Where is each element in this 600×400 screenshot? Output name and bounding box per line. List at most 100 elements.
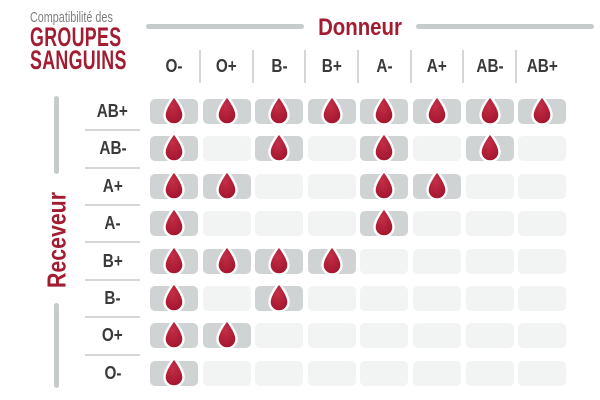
blood-drop-icon [215, 94, 238, 126]
receiver-row-header-label: O- [104, 362, 121, 383]
blood-drop-icon [163, 132, 185, 164]
cell-receiver-o+-donor-b- [255, 323, 304, 349]
cell-receiver-o--donor-a+ [412, 360, 461, 386]
cell-receiver-ab--donor-ab- [465, 132, 514, 164]
cell-receiver-a--donor-b+ [307, 211, 356, 237]
blood-drop-icon [163, 94, 185, 126]
blood-drop-icon [163, 244, 185, 276]
cell-receiver-ab+-donor-a- [360, 94, 409, 126]
cell-receiver-a+-donor-a+ [412, 169, 461, 201]
compatibility-grid [150, 94, 567, 388]
cell-receiver-o+-donor-o- [150, 319, 198, 351]
donor-rule-right [416, 24, 594, 29]
cell-receiver-o+-donor-a- [360, 323, 409, 349]
cell-receiver-ab--donor-b- [255, 132, 304, 164]
receiver-row-header-b+: B+ [85, 249, 140, 281]
cell-receiver-ab+-donor-b- [255, 94, 304, 126]
cell-receiver-a--donor-o- [150, 206, 198, 238]
donor-column-header-label: O+ [216, 56, 238, 76]
donor-column-header-label: A+ [426, 56, 447, 76]
cell-receiver-ab--donor-o- [150, 132, 198, 164]
receiver-row-header-ab-: AB- [85, 136, 140, 169]
receiver-row-headers: AB+ AB- A+ A- B+ B- O+ O- [85, 99, 140, 386]
blood-drop-icon [268, 94, 290, 126]
cell-receiver-a+-donor-ab+ [518, 173, 567, 199]
cell-receiver-ab+-donor-b+ [307, 94, 356, 126]
cell-receiver-o+-donor-ab+ [518, 323, 567, 349]
cell-receiver-a--donor-b- [255, 211, 304, 237]
cell-receiver-b+-donor-o+ [202, 244, 251, 276]
cell-receiver-o+-donor-ab- [465, 323, 514, 349]
donor-column-headers: O- O+ B- B+ A- A+ AB- AB+ [150, 50, 566, 83]
blood-drop-icon [163, 169, 185, 201]
cell-receiver-ab--donor-b+ [307, 136, 356, 162]
cell-receiver-o+-donor-a+ [412, 323, 461, 349]
cell-receiver-b+-donor-b- [255, 244, 304, 276]
cell-receiver-ab+-donor-a+ [412, 94, 461, 126]
cell-receiver-a+-donor-a- [360, 169, 409, 201]
cell-receiver-ab--donor-a+ [412, 136, 461, 162]
donor-column-header-label: O- [165, 56, 183, 76]
cell-receiver-a--donor-ab+ [518, 211, 567, 237]
cell-receiver-b+-donor-o- [150, 244, 198, 276]
receiver-row-header-o+: O+ [85, 323, 140, 356]
title-line-groupes: GROUPES [30, 22, 122, 52]
blood-drop-icon [321, 94, 343, 126]
blood-drop-icon [373, 132, 396, 164]
receiver-row-header-label: B+ [102, 250, 123, 271]
receiver-row-header-label: AB+ [96, 101, 129, 121]
cell-receiver-ab--donor-ab+ [518, 136, 567, 162]
blood-drop-icon [426, 94, 448, 126]
blood-drop-icon [268, 132, 290, 164]
cell-receiver-b+-donor-b+ [307, 244, 356, 276]
cell-receiver-o--donor-b+ [307, 360, 356, 386]
cell-receiver-o--donor-ab+ [518, 360, 567, 386]
donor-column-header-label: AB+ [526, 56, 558, 76]
cell-receiver-a--donor-a+ [412, 211, 461, 237]
cell-receiver-b--donor-a+ [412, 285, 461, 311]
donor-column-header-label: AB- [475, 56, 504, 76]
blood-drop-icon [531, 94, 553, 126]
donor-rule-left [146, 24, 304, 29]
donor-column-header-b+: B+ [304, 50, 356, 83]
donor-column-header-o+: O+ [199, 50, 251, 83]
blood-drop-icon [478, 132, 501, 164]
cell-receiver-b--donor-a- [360, 285, 409, 311]
cell-receiver-o--donor-a- [360, 360, 409, 386]
blood-drop-icon [373, 94, 396, 126]
blood-drop-icon [268, 281, 290, 313]
blood-drop-icon [426, 169, 448, 201]
donor-column-header-label: B+ [321, 56, 342, 76]
cell-receiver-ab--donor-o+ [202, 136, 251, 162]
cell-receiver-a+-donor-ab- [465, 173, 514, 199]
receiver-row-header-label: A+ [102, 175, 123, 196]
blood-drop-icon [321, 244, 343, 276]
donor-axis-label: Donneur [318, 14, 402, 41]
cell-receiver-b--donor-b- [255, 281, 304, 313]
blood-drop-icon [163, 319, 185, 351]
cell-receiver-a--donor-a- [360, 206, 409, 238]
cell-receiver-a--donor-o+ [202, 211, 251, 237]
cell-receiver-b--donor-ab- [465, 285, 514, 311]
page-title: GROUPES SANGUINS [30, 22, 127, 75]
receiver-row-header-label: A- [104, 213, 121, 234]
cell-receiver-ab+-donor-o+ [202, 94, 251, 126]
receiver-row-header-a-: A- [85, 211, 140, 244]
cell-receiver-o--donor-o- [150, 356, 198, 388]
receiver-rule-bottom [54, 303, 59, 388]
title-line-sanguins: SANGUINS [30, 45, 127, 75]
blood-drop-icon [215, 244, 238, 276]
cell-receiver-b+-donor-ab- [465, 248, 514, 274]
cell-receiver-ab--donor-a- [360, 132, 409, 164]
cell-receiver-o--donor-ab- [465, 360, 514, 386]
cell-receiver-a+-donor-o- [150, 169, 198, 201]
cell-receiver-b+-donor-a- [360, 248, 409, 274]
cell-receiver-b+-donor-a+ [412, 248, 461, 274]
blood-drop-icon [478, 94, 501, 126]
cell-receiver-o+-donor-b+ [307, 323, 356, 349]
cell-receiver-b--donor-ab+ [518, 285, 567, 311]
receiver-row-header-o-: O- [85, 361, 140, 386]
receiver-axis-label: Receveur [41, 191, 72, 289]
cell-receiver-a+-donor-b+ [307, 173, 356, 199]
